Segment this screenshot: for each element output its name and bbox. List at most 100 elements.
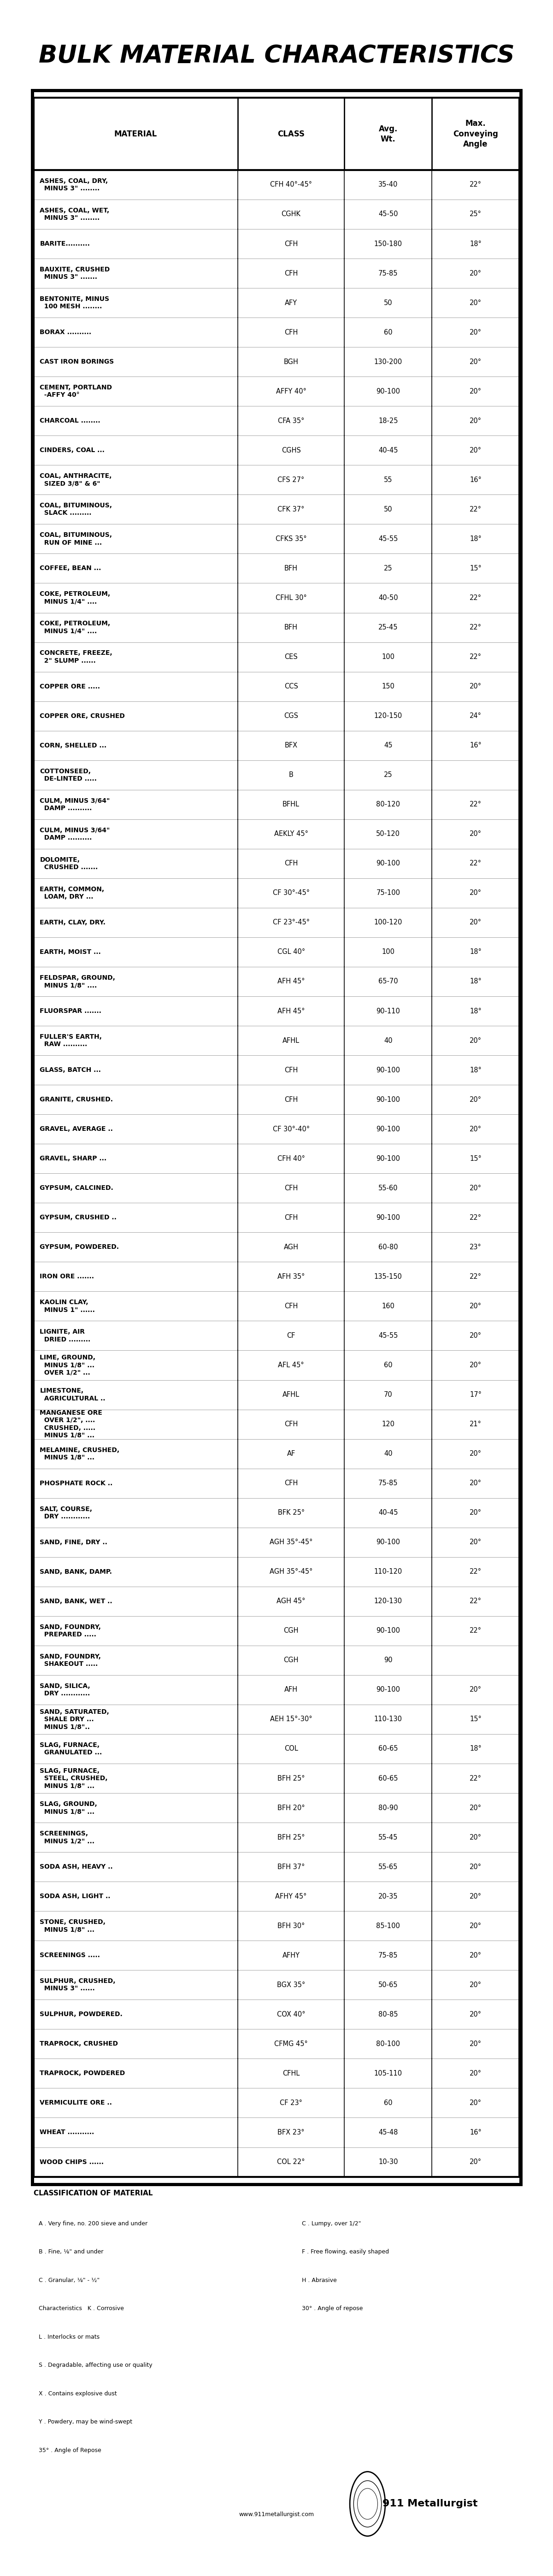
Text: COAL, BITUMINOUS,
  RUN OF MINE ...: COAL, BITUMINOUS, RUN OF MINE ...: [40, 531, 112, 546]
Bar: [34, 98, 519, 2177]
Text: CFK 37°: CFK 37°: [278, 505, 305, 513]
Text: 18°: 18°: [469, 1066, 482, 1074]
Text: CORN, SHELLED ...: CORN, SHELLED ...: [40, 742, 107, 750]
Text: Characteristics   K . Corrosive: Characteristics K . Corrosive: [39, 2306, 124, 2311]
Text: 90-100: 90-100: [376, 389, 400, 394]
Text: 50: 50: [384, 299, 393, 307]
Text: 40-45: 40-45: [378, 1510, 398, 1517]
Text: CFS 27°: CFS 27°: [278, 477, 305, 484]
Text: 75-85: 75-85: [378, 270, 398, 276]
Text: 60-65: 60-65: [378, 1747, 398, 1752]
Text: AGH 35°-45°: AGH 35°-45°: [269, 1569, 312, 1574]
Text: 20°: 20°: [469, 270, 482, 276]
Text: WOOD CHIPS ......: WOOD CHIPS ......: [40, 2159, 104, 2166]
Text: 90-100: 90-100: [376, 1687, 400, 1692]
Text: 18°: 18°: [469, 948, 482, 956]
Text: AFHY 45°: AFHY 45°: [275, 1893, 307, 1901]
Text: 90-100: 90-100: [376, 1154, 400, 1162]
Text: BAUXITE, CRUSHED
  MINUS 3" .......: BAUXITE, CRUSHED MINUS 3" .......: [40, 265, 110, 281]
Text: 150-180: 150-180: [374, 240, 402, 247]
Text: 120: 120: [382, 1422, 395, 1427]
Text: BENTONITE, MINUS
  100 MESH ........: BENTONITE, MINUS 100 MESH ........: [40, 296, 109, 309]
Text: 18°: 18°: [469, 1747, 482, 1752]
Text: B: B: [289, 773, 293, 778]
Text: VERMICULITE ORE ..: VERMICULITE ORE ..: [40, 2099, 112, 2107]
Text: 16°: 16°: [469, 477, 482, 484]
Text: 100: 100: [382, 948, 395, 956]
Text: 45-55: 45-55: [378, 1332, 398, 1340]
Text: 22°: 22°: [469, 180, 482, 188]
Text: AGH 45°: AGH 45°: [276, 1597, 305, 1605]
Text: 20°: 20°: [469, 1185, 482, 1193]
Text: WHEAT ...........: WHEAT ...........: [40, 2130, 95, 2136]
Text: 20°: 20°: [469, 1834, 482, 1842]
Text: 30° . Angle of repose: 30° . Angle of repose: [302, 2306, 363, 2311]
Text: AGH: AGH: [284, 1244, 299, 1249]
Text: 25: 25: [384, 773, 393, 778]
Text: COFFEE, BEAN ...: COFFEE, BEAN ...: [40, 564, 101, 572]
Text: SCREENINGS,
  MINUS 1/2" ...: SCREENINGS, MINUS 1/2" ...: [40, 1832, 95, 1844]
Text: BGH: BGH: [284, 358, 299, 366]
Text: COPPER ORE, CRUSHED: COPPER ORE, CRUSHED: [40, 714, 125, 719]
Text: CINDERS, COAL ...: CINDERS, COAL ...: [40, 448, 105, 453]
Text: 20°: 20°: [469, 1126, 482, 1133]
Text: CHARCOAL ........: CHARCOAL ........: [40, 417, 101, 425]
Text: L . Interlocks or mats: L . Interlocks or mats: [39, 2334, 100, 2339]
Text: CLASSIFICATION OF MATERIAL: CLASSIFICATION OF MATERIAL: [34, 2190, 153, 2197]
Text: CFKS 35°: CFKS 35°: [275, 536, 307, 544]
Text: STONE, CRUSHED,
  MINUS 1/8" ...: STONE, CRUSHED, MINUS 1/8" ...: [40, 1919, 106, 1932]
Text: AFH 45°: AFH 45°: [278, 979, 305, 984]
Text: 80-100: 80-100: [376, 2040, 400, 2048]
Text: www.911metallurgist.com: www.911metallurgist.com: [239, 2512, 314, 2517]
Text: 150: 150: [382, 683, 395, 690]
Text: 135-150: 135-150: [374, 1273, 402, 1280]
Text: 120-130: 120-130: [374, 1597, 402, 1605]
Text: 70: 70: [384, 1391, 393, 1399]
Text: CFH: CFH: [284, 1479, 298, 1486]
Text: 20°: 20°: [469, 2099, 482, 2107]
Text: BFX: BFX: [285, 742, 298, 750]
Text: SODA ASH, LIGHT ..: SODA ASH, LIGHT ..: [40, 1893, 111, 1899]
Text: 20°: 20°: [469, 1803, 482, 1811]
Text: COAL, ANTHRACITE,
  SIZED 3/8" & 6": COAL, ANTHRACITE, SIZED 3/8" & 6": [40, 474, 112, 487]
Text: SLAG, GROUND,
  MINUS 1/8" ...: SLAG, GROUND, MINUS 1/8" ...: [40, 1801, 97, 1816]
Text: AF: AF: [287, 1450, 295, 1458]
Text: 110-120: 110-120: [374, 1569, 402, 1574]
Text: EARTH, COMMON,
  LOAM, DRY ...: EARTH, COMMON, LOAM, DRY ...: [40, 886, 105, 899]
Text: AFH: AFH: [284, 1687, 298, 1692]
Text: 90-110: 90-110: [376, 1007, 400, 1015]
Text: COPPER ORE .....: COPPER ORE .....: [40, 683, 100, 690]
Text: 22°: 22°: [469, 860, 482, 868]
Text: KAOLIN CLAY,
  MINUS 1" ......: KAOLIN CLAY, MINUS 1" ......: [40, 1298, 95, 1314]
Text: SCREENINGS .....: SCREENINGS .....: [40, 1953, 100, 1958]
Text: 90-100: 90-100: [376, 1538, 400, 1546]
Text: 22°: 22°: [469, 1775, 482, 1783]
Text: SAND, SILICA,
  DRY ............: SAND, SILICA, DRY ............: [40, 1682, 90, 1698]
Text: 20°: 20°: [469, 2040, 482, 2048]
Text: 20°: 20°: [469, 2012, 482, 2017]
Text: GLASS, BATCH ...: GLASS, BATCH ...: [40, 1066, 101, 1074]
Text: 20°: 20°: [469, 417, 482, 425]
Text: BORAX ..........: BORAX ..........: [40, 330, 91, 335]
Text: COL: COL: [284, 1747, 298, 1752]
Text: 22°: 22°: [469, 654, 482, 659]
Text: 55-60: 55-60: [378, 1185, 398, 1193]
Text: IRON ORE .......: IRON ORE .......: [40, 1273, 94, 1280]
Text: 20°: 20°: [469, 1363, 482, 1368]
Text: 20°: 20°: [469, 920, 482, 925]
Text: 20°: 20°: [469, 1862, 482, 1870]
Text: BFHL: BFHL: [283, 801, 300, 809]
Text: 40-45: 40-45: [378, 446, 398, 453]
Text: GRAVEL, SHARP ...: GRAVEL, SHARP ...: [40, 1157, 107, 1162]
Text: CFH 40°: CFH 40°: [277, 1154, 305, 1162]
Text: 60: 60: [384, 2099, 393, 2107]
Text: SAND, BANK, DAMP.: SAND, BANK, DAMP.: [40, 1569, 112, 1574]
Text: BFH 37°: BFH 37°: [278, 1862, 305, 1870]
Text: 110-130: 110-130: [374, 1716, 402, 1723]
Text: COAL, BITUMINOUS,
  SLACK .........: COAL, BITUMINOUS, SLACK .........: [40, 502, 112, 515]
Text: 25-45: 25-45: [378, 623, 398, 631]
Text: 50: 50: [384, 505, 393, 513]
Text: AEKLY 45°: AEKLY 45°: [274, 829, 308, 837]
Text: 60: 60: [384, 1363, 393, 1368]
Text: ASHES, COAL, WET,
  MINUS 3" ........: ASHES, COAL, WET, MINUS 3" ........: [40, 206, 109, 222]
